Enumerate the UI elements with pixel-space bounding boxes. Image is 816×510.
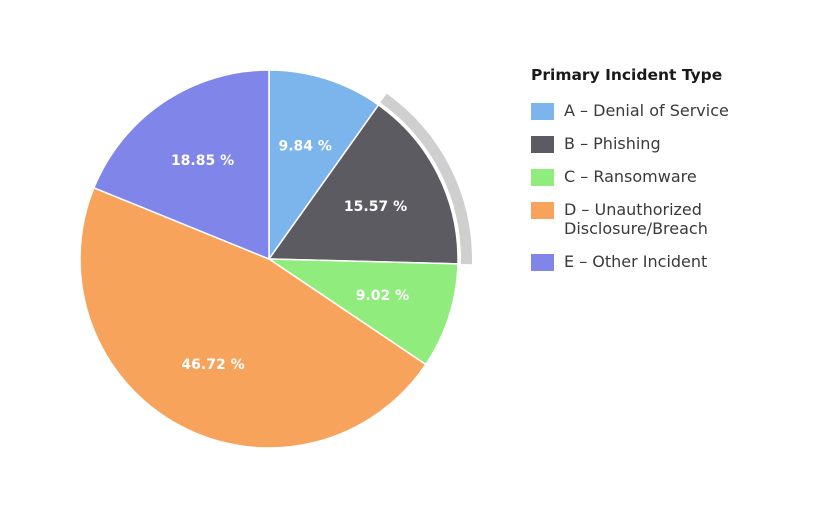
legend-swatch-d [531, 202, 554, 219]
slice-label-b: 15.57 % [344, 199, 407, 215]
legend-swatch-c [531, 169, 554, 186]
slice-label-d: 46.72 % [181, 357, 244, 373]
legend-swatch-e [531, 254, 554, 271]
legend-item-d[interactable]: D – Unauthorized Disclosure/Breach [531, 200, 801, 238]
pie-slice-a[interactable] [268, 69, 380, 260]
legend-item-b[interactable]: B – Phishing [531, 134, 801, 153]
legend-label-a: A – Denial of Service [564, 101, 729, 120]
legend-item-c[interactable]: C – Ransomware [531, 167, 801, 186]
legend-swatch-a [531, 103, 554, 120]
slice-label-c: 9.02 % [356, 288, 409, 304]
pie-slice-c[interactable] [268, 258, 459, 366]
legend-label-e: E – Other Incident [564, 252, 708, 271]
slice-label-a: 9.84 % [278, 139, 331, 155]
legend-title: Primary Incident Type [531, 66, 723, 84]
legend: Primary Incident Type A – Denial of Serv… [531, 64, 801, 285]
slice-label-e: 18.85 % [171, 153, 234, 169]
legend-item-e[interactable]: E – Other Incident [531, 252, 801, 271]
pie-slice-d[interactable] [79, 187, 427, 449]
slice-hover-halo [380, 93, 472, 265]
legend-label-d: D – Unauthorized Disclosure/Breach [564, 200, 708, 238]
legend-label-c: C – Ransomware [564, 167, 697, 186]
legend-label-b: B – Phishing [564, 134, 661, 153]
legend-item-a[interactable]: A – Denial of Service [531, 101, 801, 120]
legend-swatch-b [531, 136, 554, 153]
pie-slice-e[interactable] [93, 69, 270, 260]
pie-slice-b[interactable] [268, 104, 459, 265]
